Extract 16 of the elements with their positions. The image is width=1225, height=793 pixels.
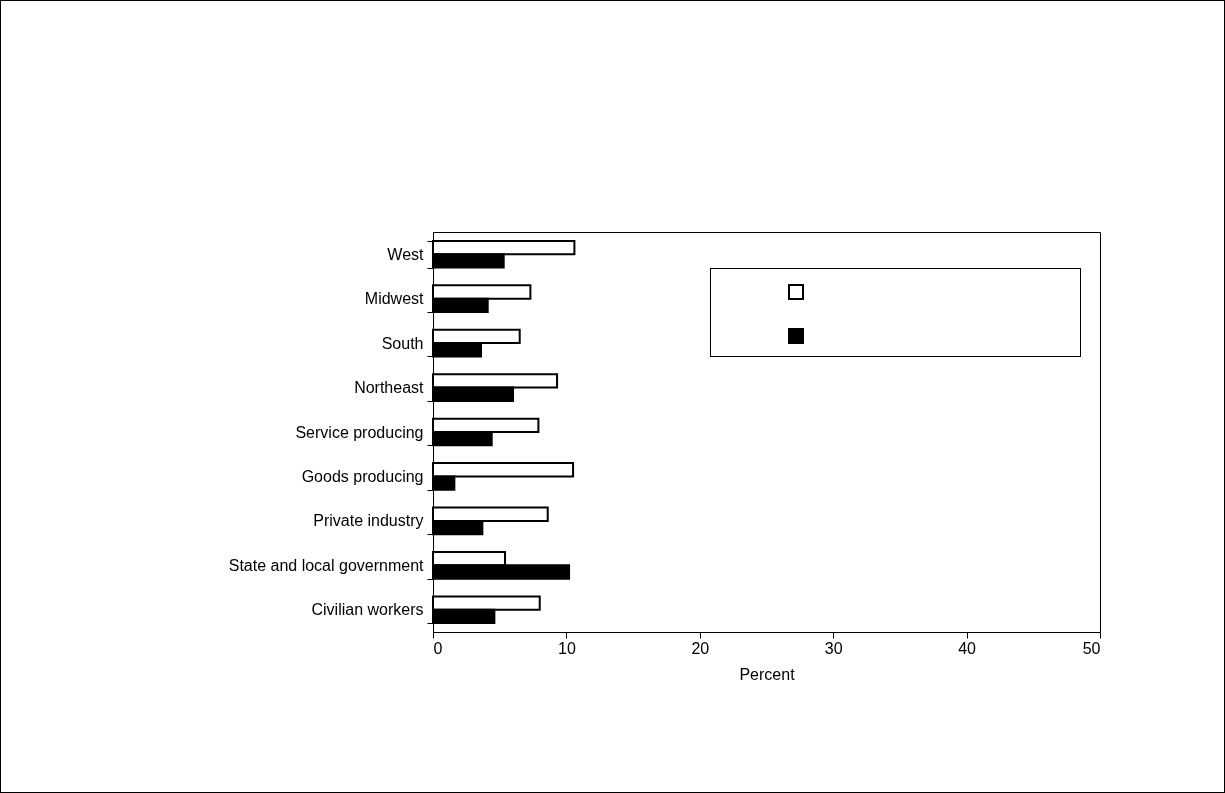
y-tick-label: Service producing bbox=[295, 423, 424, 441]
y-tick-label: Goods producing bbox=[301, 467, 424, 485]
x-tick-label: 50 bbox=[1082, 639, 1101, 657]
x-axis-title: Percent bbox=[739, 665, 796, 683]
y-tick-label: Northeast bbox=[354, 379, 425, 397]
x-tick-label: 40 bbox=[958, 639, 977, 657]
y-tick-label: West bbox=[387, 245, 425, 263]
y-tick-label: State and local government bbox=[228, 556, 425, 574]
y-tick-label: Civilian workers bbox=[311, 601, 424, 619]
x-tick-label: 20 bbox=[691, 639, 710, 657]
y-tick-label: Midwest bbox=[364, 290, 425, 308]
x-tick-label: 10 bbox=[558, 639, 576, 657]
y-tick-label: South bbox=[381, 334, 424, 352]
x-tick-label: 30 bbox=[824, 639, 843, 657]
x-tick-label: 0 bbox=[433, 639, 443, 657]
y-tick-label: Private industry bbox=[313, 512, 424, 530]
